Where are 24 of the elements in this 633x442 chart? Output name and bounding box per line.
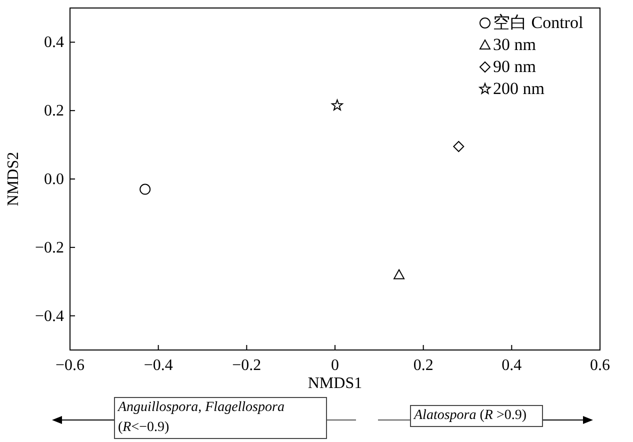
text: Alatospora (R >0.9)	[410, 405, 543, 427]
x-tick-label: 0.6	[590, 357, 610, 374]
point	[140, 184, 151, 195]
y-axis-title: NMDS2	[5, 152, 22, 206]
x-tick-label: −0.2	[232, 357, 262, 374]
legend-label: 90 nm	[493, 57, 536, 76]
y-tick-label: −0.2	[34, 239, 64, 256]
x-tick-label: −0.4	[144, 357, 173, 374]
x-tick-label: 0	[331, 357, 339, 374]
legend-label: 空白 Control	[493, 13, 584, 32]
x-tick-label: 0.4	[502, 357, 522, 374]
text: Anguillospora, Flagellospora (R<−0.9)	[118, 400, 284, 435]
x-tick-label: 0.2	[413, 357, 434, 374]
legend-label: 30 nm	[493, 35, 536, 54]
y-tick-label: 0.0	[44, 171, 64, 188]
y-tick-label: 0.2	[44, 102, 64, 120]
legend-label: 200 nm	[493, 79, 544, 98]
x-axis-title: NMDS1	[308, 375, 362, 392]
y-tick-label: −0.4	[34, 308, 64, 325]
point	[331, 99, 343, 110]
point	[453, 141, 464, 152]
y-tick-label: 0.4	[44, 34, 64, 52]
x-tick-label: −0.6	[55, 357, 85, 374]
point	[394, 269, 405, 280]
